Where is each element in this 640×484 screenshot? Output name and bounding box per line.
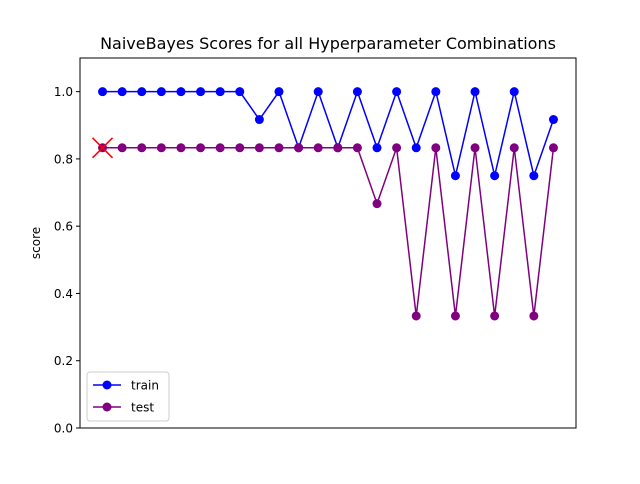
y-axis-label: score [29, 227, 43, 259]
data-point-train [215, 87, 225, 97]
data-point-test [333, 143, 343, 153]
data-point-test [392, 143, 402, 153]
data-point-test [117, 143, 127, 153]
data-point-train [411, 143, 421, 153]
data-point-train [235, 87, 245, 97]
data-point-test [411, 311, 421, 321]
data-point-train [431, 87, 441, 97]
data-point-test [529, 311, 539, 321]
data-point-test [509, 143, 519, 153]
data-point-train [392, 87, 402, 97]
legend-test-marker [102, 402, 112, 412]
data-point-train [490, 171, 500, 181]
data-point-train [274, 87, 284, 97]
plot-points [98, 87, 558, 321]
data-point-test [196, 143, 206, 153]
data-point-train [372, 143, 382, 153]
data-point-train [470, 87, 480, 97]
data-point-train [548, 115, 558, 125]
data-point-train [117, 87, 127, 97]
data-point-train [176, 87, 186, 97]
data-point-test [470, 143, 480, 153]
chart-title: NaiveBayes Scores for all Hyperparameter… [100, 34, 556, 53]
data-point-test [294, 143, 304, 153]
data-point-test [274, 143, 284, 153]
best-marker [92, 137, 114, 159]
data-point-test [235, 143, 245, 153]
data-point-train [156, 87, 166, 97]
y-tick-label: 0.2 [54, 354, 73, 368]
y-tick-label: 1.0 [54, 85, 73, 99]
data-point-train [98, 87, 108, 97]
y-tick-label: 0.8 [54, 152, 73, 166]
data-point-test [137, 143, 147, 153]
data-point-train [529, 171, 539, 181]
y-tick-label: 0.0 [54, 422, 73, 436]
data-point-train [509, 87, 519, 97]
data-point-test [431, 143, 441, 153]
plot-frame [79, 57, 577, 429]
data-point-test [548, 143, 558, 153]
data-point-test [450, 311, 460, 321]
data-point-train [352, 87, 362, 97]
data-point-train [137, 87, 147, 97]
legend-train-label: train [131, 379, 159, 393]
data-point-test [313, 143, 323, 153]
y-tick-label: 0.6 [54, 220, 73, 234]
legend: train test [86, 371, 170, 422]
best-marker-stroke [92, 137, 114, 159]
data-point-test [372, 199, 382, 209]
legend-test-label: test [131, 401, 154, 415]
data-point-test [176, 143, 186, 153]
data-point-test [490, 311, 500, 321]
data-point-test [352, 143, 362, 153]
y-tick-label: 0.4 [54, 287, 73, 301]
data-point-test [254, 143, 264, 153]
y-ticks: 0.0 0.2 0.4 0.6 0.8 1.0 [54, 85, 80, 436]
data-point-train [313, 87, 323, 97]
legend-train-marker [102, 380, 112, 390]
data-point-test [156, 143, 166, 153]
data-point-train [254, 115, 264, 125]
data-point-train [450, 171, 460, 181]
data-point-train [196, 87, 206, 97]
data-point-test [215, 143, 225, 153]
